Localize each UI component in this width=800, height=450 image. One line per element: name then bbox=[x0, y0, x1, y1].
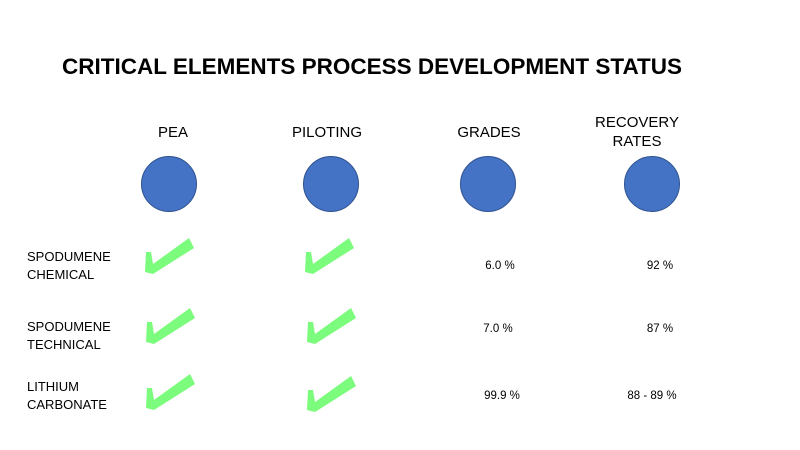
column-header-recovery-rates: RECOVERY RATES bbox=[567, 113, 707, 151]
checkmark-icon bbox=[146, 308, 195, 344]
checkmark-icon bbox=[305, 238, 354, 274]
row-label-line2: TECHNICAL bbox=[27, 337, 101, 352]
checkmark-icon bbox=[307, 308, 356, 344]
column-header-piloting: PILOTING bbox=[257, 123, 397, 142]
row-label-line1: SPODUMENE bbox=[27, 319, 111, 334]
row-label-line2: CARBONATE bbox=[27, 397, 107, 412]
checkmark-icon bbox=[146, 374, 195, 410]
column-header-piloting-label: PILOTING bbox=[291, 124, 362, 141]
grade-value: 99.9 % bbox=[484, 390, 520, 402]
column-header-pea-label: PEA bbox=[157, 124, 188, 141]
column-header-pea: PEA bbox=[103, 123, 243, 142]
recovery-value: 87 % bbox=[646, 323, 674, 335]
recovery-value: 92 % bbox=[646, 260, 674, 272]
status-circle-pea bbox=[141, 156, 197, 212]
checkmark-icon bbox=[145, 238, 194, 274]
column-header-recovery-line1: RECOVERY bbox=[595, 114, 679, 131]
column-header-grades-label: GRADES bbox=[457, 124, 521, 141]
checkmark-icon bbox=[307, 376, 356, 412]
grade-value: 6.0 % bbox=[485, 260, 515, 272]
page-title: CRITICAL ELEMENTS PROCESS DEVELOPMENT ST… bbox=[62, 54, 683, 79]
row-label-spodumene-chemical: SPODUMENE CHEMICAL bbox=[27, 248, 111, 284]
row-label-lithium-carbonate: LITHIUM CARBONATE bbox=[27, 378, 107, 414]
row-label-line1: SPODUMENE bbox=[27, 249, 111, 264]
column-header-grades: GRADES bbox=[419, 123, 559, 142]
row-label-line2: CHEMICAL bbox=[27, 267, 95, 282]
row-label-spodumene-technical: SPODUMENE TECHNICAL bbox=[27, 318, 111, 354]
status-circle-recovery-rates bbox=[624, 156, 680, 212]
row-label-line1: LITHIUM bbox=[27, 379, 79, 394]
column-header-recovery-line2: RATES bbox=[612, 133, 662, 150]
recovery-value: 88 - 89 % bbox=[627, 390, 677, 402]
status-circle-piloting bbox=[303, 156, 359, 212]
grade-value: 7.0 % bbox=[483, 323, 513, 335]
status-circle-grades bbox=[460, 156, 516, 212]
